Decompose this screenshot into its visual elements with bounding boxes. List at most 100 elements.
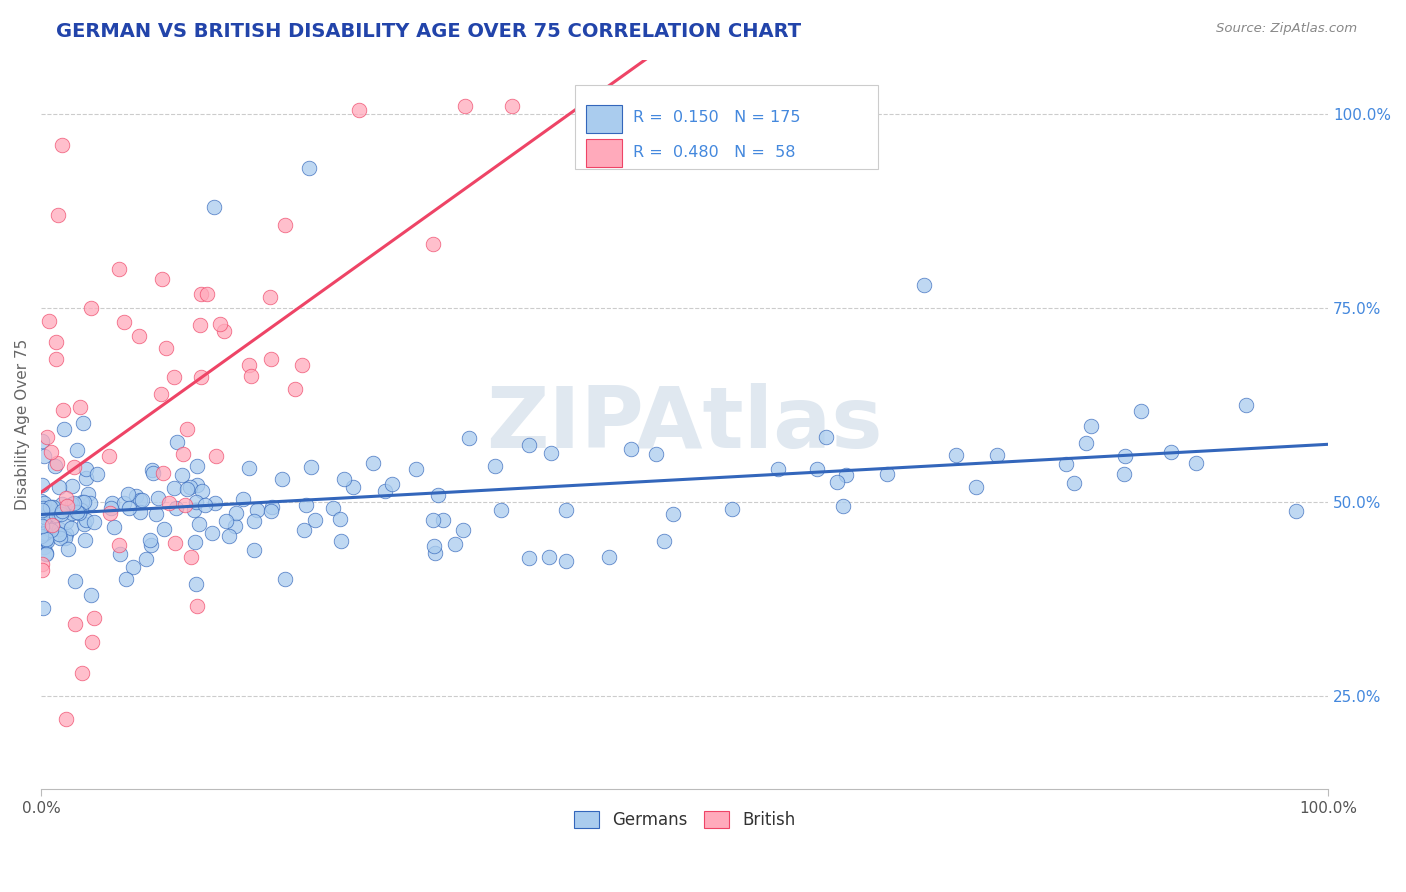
- Point: [34, 510, 56, 524]
- Point: [342, 480, 364, 494]
- Point: [42, 500, 65, 514]
- Point: [218, 529, 240, 543]
- Point: [501, 99, 523, 113]
- Point: [153, 523, 176, 537]
- Point: [260, 351, 283, 366]
- Point: [66, 505, 89, 519]
- Point: [297, 161, 319, 176]
- Point: [38, 507, 60, 521]
- Point: [204, 496, 226, 510]
- Point: [212, 324, 235, 338]
- Point: [1063, 475, 1085, 490]
- Point: [112, 315, 135, 329]
- Point: [118, 500, 141, 515]
- Point: [142, 466, 165, 480]
- Point: [423, 540, 446, 554]
- Point: [83, 611, 105, 625]
- Point: [75, 462, 97, 476]
- Point: [56, 541, 79, 556]
- Point: [165, 500, 187, 515]
- Point: [32, 601, 55, 615]
- Point: [63, 496, 86, 510]
- Point: [176, 422, 198, 436]
- Point: [41, 445, 63, 459]
- Point: [75, 513, 97, 527]
- Point: [52, 402, 75, 417]
- Point: [832, 500, 855, 514]
- Point: [1285, 504, 1308, 518]
- Point: [44, 458, 66, 473]
- Point: [176, 482, 198, 496]
- Point: [122, 560, 145, 574]
- Point: [30, 529, 52, 543]
- Point: [98, 449, 121, 463]
- Point: [555, 503, 578, 517]
- Point: [49, 531, 72, 545]
- Point: [262, 500, 284, 514]
- Point: [184, 534, 207, 549]
- Point: [1114, 449, 1136, 463]
- Point: [51, 504, 73, 518]
- FancyBboxPatch shape: [575, 85, 877, 169]
- Point: [37, 521, 59, 535]
- Point: [202, 200, 225, 214]
- Point: [422, 236, 444, 251]
- Point: [484, 459, 506, 474]
- Point: [835, 467, 858, 482]
- Point: [45, 334, 67, 349]
- Point: [46, 456, 69, 470]
- Point: [157, 496, 180, 510]
- Point: [79, 496, 101, 510]
- Point: [876, 467, 898, 481]
- Point: [65, 616, 87, 631]
- Point: [188, 318, 211, 332]
- Point: [51, 497, 73, 511]
- Point: [129, 493, 152, 508]
- Point: [333, 472, 356, 486]
- Point: [112, 496, 135, 510]
- Point: [766, 461, 789, 475]
- Point: [86, 467, 108, 481]
- Legend: Germans, British: Germans, British: [567, 804, 803, 836]
- Point: [1185, 456, 1208, 470]
- Point: [148, 491, 170, 505]
- Point: [291, 358, 314, 372]
- Point: [80, 588, 103, 602]
- Point: [35, 532, 58, 546]
- Point: [1080, 418, 1102, 433]
- Point: [34, 533, 56, 548]
- Point: [34, 526, 56, 541]
- Point: [100, 500, 122, 515]
- Point: [322, 501, 344, 516]
- Point: [129, 504, 152, 518]
- Point: [1160, 445, 1182, 459]
- Point: [60, 479, 83, 493]
- Point: [188, 516, 211, 531]
- Point: [190, 370, 212, 384]
- Point: [52, 422, 75, 436]
- Point: [73, 533, 96, 548]
- Point: [304, 513, 326, 527]
- Point: [519, 438, 541, 452]
- Point: [163, 482, 186, 496]
- Point: [32, 501, 55, 516]
- Point: [31, 563, 53, 577]
- Point: [39, 523, 62, 537]
- Point: [186, 576, 208, 591]
- Point: [77, 486, 100, 500]
- Point: [491, 503, 513, 517]
- Point: [117, 486, 139, 500]
- Point: [101, 496, 124, 510]
- Point: [34, 449, 56, 463]
- Point: [329, 512, 352, 526]
- Point: [131, 492, 153, 507]
- Point: [654, 533, 676, 548]
- Point: [173, 498, 195, 512]
- Point: [598, 550, 620, 565]
- Point: [55, 491, 77, 505]
- Point: [69, 506, 91, 520]
- Point: [125, 489, 148, 503]
- Point: [271, 472, 294, 486]
- Point: [73, 517, 96, 532]
- Point: [39, 500, 62, 514]
